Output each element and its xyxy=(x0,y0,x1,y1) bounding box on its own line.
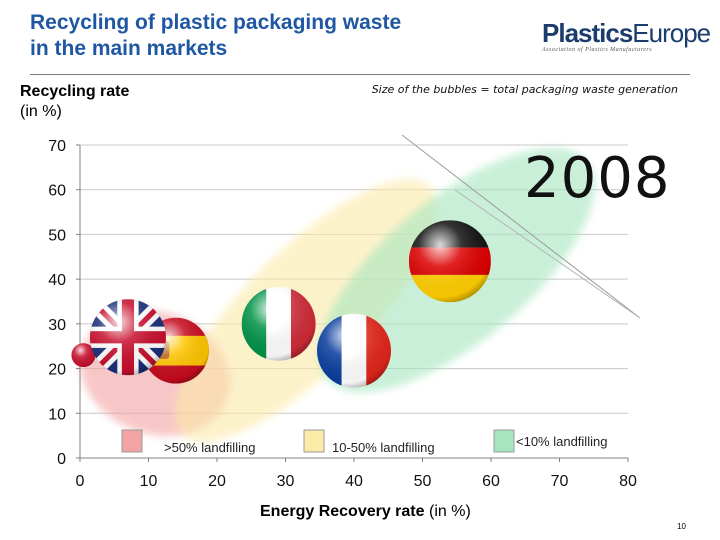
x-tick-label: 50 xyxy=(414,473,432,490)
y-tick-label: 40 xyxy=(48,272,66,289)
legend-swatch xyxy=(493,429,515,453)
y-axis-label-unit: (in %) xyxy=(20,103,62,120)
bubble-uk xyxy=(89,299,166,376)
y-tick-label: 70 xyxy=(48,138,66,155)
bubble-gloss xyxy=(241,286,316,361)
x-tick-label: 70 xyxy=(551,473,569,490)
year-label: 2008 xyxy=(524,146,671,211)
y-tick-label: 30 xyxy=(48,317,66,334)
x-tick-label: 80 xyxy=(619,473,637,490)
logo-text-rest: Europe xyxy=(632,18,711,48)
decorative-line xyxy=(454,189,641,319)
slide-title: Recycling of plastic packaging waste in … xyxy=(30,10,470,62)
legend-label: 10-50% landfilling xyxy=(332,440,435,455)
y-axis-label-main: Recycling rate xyxy=(20,83,130,100)
title-line-1: Recycling of plastic packaging waste xyxy=(30,11,402,34)
bubble-france xyxy=(317,313,391,388)
y-tick-label: 20 xyxy=(48,362,66,379)
chart-subtitle: Size of the bubbles = total packaging wa… xyxy=(371,83,678,96)
legend-label: >50% landfilling xyxy=(164,440,255,455)
x-axis-label-unit: (in %) xyxy=(428,503,471,520)
x-axis-label-main: Energy Recovery rate xyxy=(260,503,425,520)
logo-text-bold: Plastics xyxy=(542,18,633,48)
x-tick-label: 30 xyxy=(277,473,295,490)
bubble-gloss xyxy=(317,313,391,388)
x-tick-label: 0 xyxy=(76,473,85,490)
x-tick-label: 40 xyxy=(345,473,363,490)
x-tick-label: 10 xyxy=(140,473,158,490)
logo-subtitle: Association of Plastics Manufacturers xyxy=(542,47,653,53)
x-tick-label: 60 xyxy=(482,473,500,490)
bubble-gloss xyxy=(71,343,96,368)
y-tick-label: 50 xyxy=(48,227,66,244)
bubble-gloss xyxy=(89,299,166,376)
header-divider xyxy=(30,74,690,75)
decorative-line xyxy=(401,134,641,319)
legend-swatch xyxy=(303,429,325,453)
legend-label: <10% landfilling xyxy=(516,434,607,449)
y-tick-label: 60 xyxy=(48,183,66,200)
bubble-small-partial xyxy=(71,343,96,368)
y-tick-label: 10 xyxy=(48,406,66,423)
y-tick-label: 0 xyxy=(57,451,66,468)
y-axis-label: Recycling rate (in %) xyxy=(20,82,129,122)
plastics-europe-logo: PlasticsEurope Association of Plastics M… xyxy=(542,18,711,62)
legend-swatch xyxy=(121,429,143,453)
bubble-germany xyxy=(408,220,491,303)
x-axis-label: Energy Recovery rate (in %) xyxy=(260,503,471,521)
bubble-gloss xyxy=(408,220,491,303)
x-tick-label: 20 xyxy=(208,473,226,490)
bubble-italy xyxy=(241,286,316,361)
title-line-2: in the main markets xyxy=(30,37,228,60)
page-number: 10 xyxy=(677,522,686,531)
